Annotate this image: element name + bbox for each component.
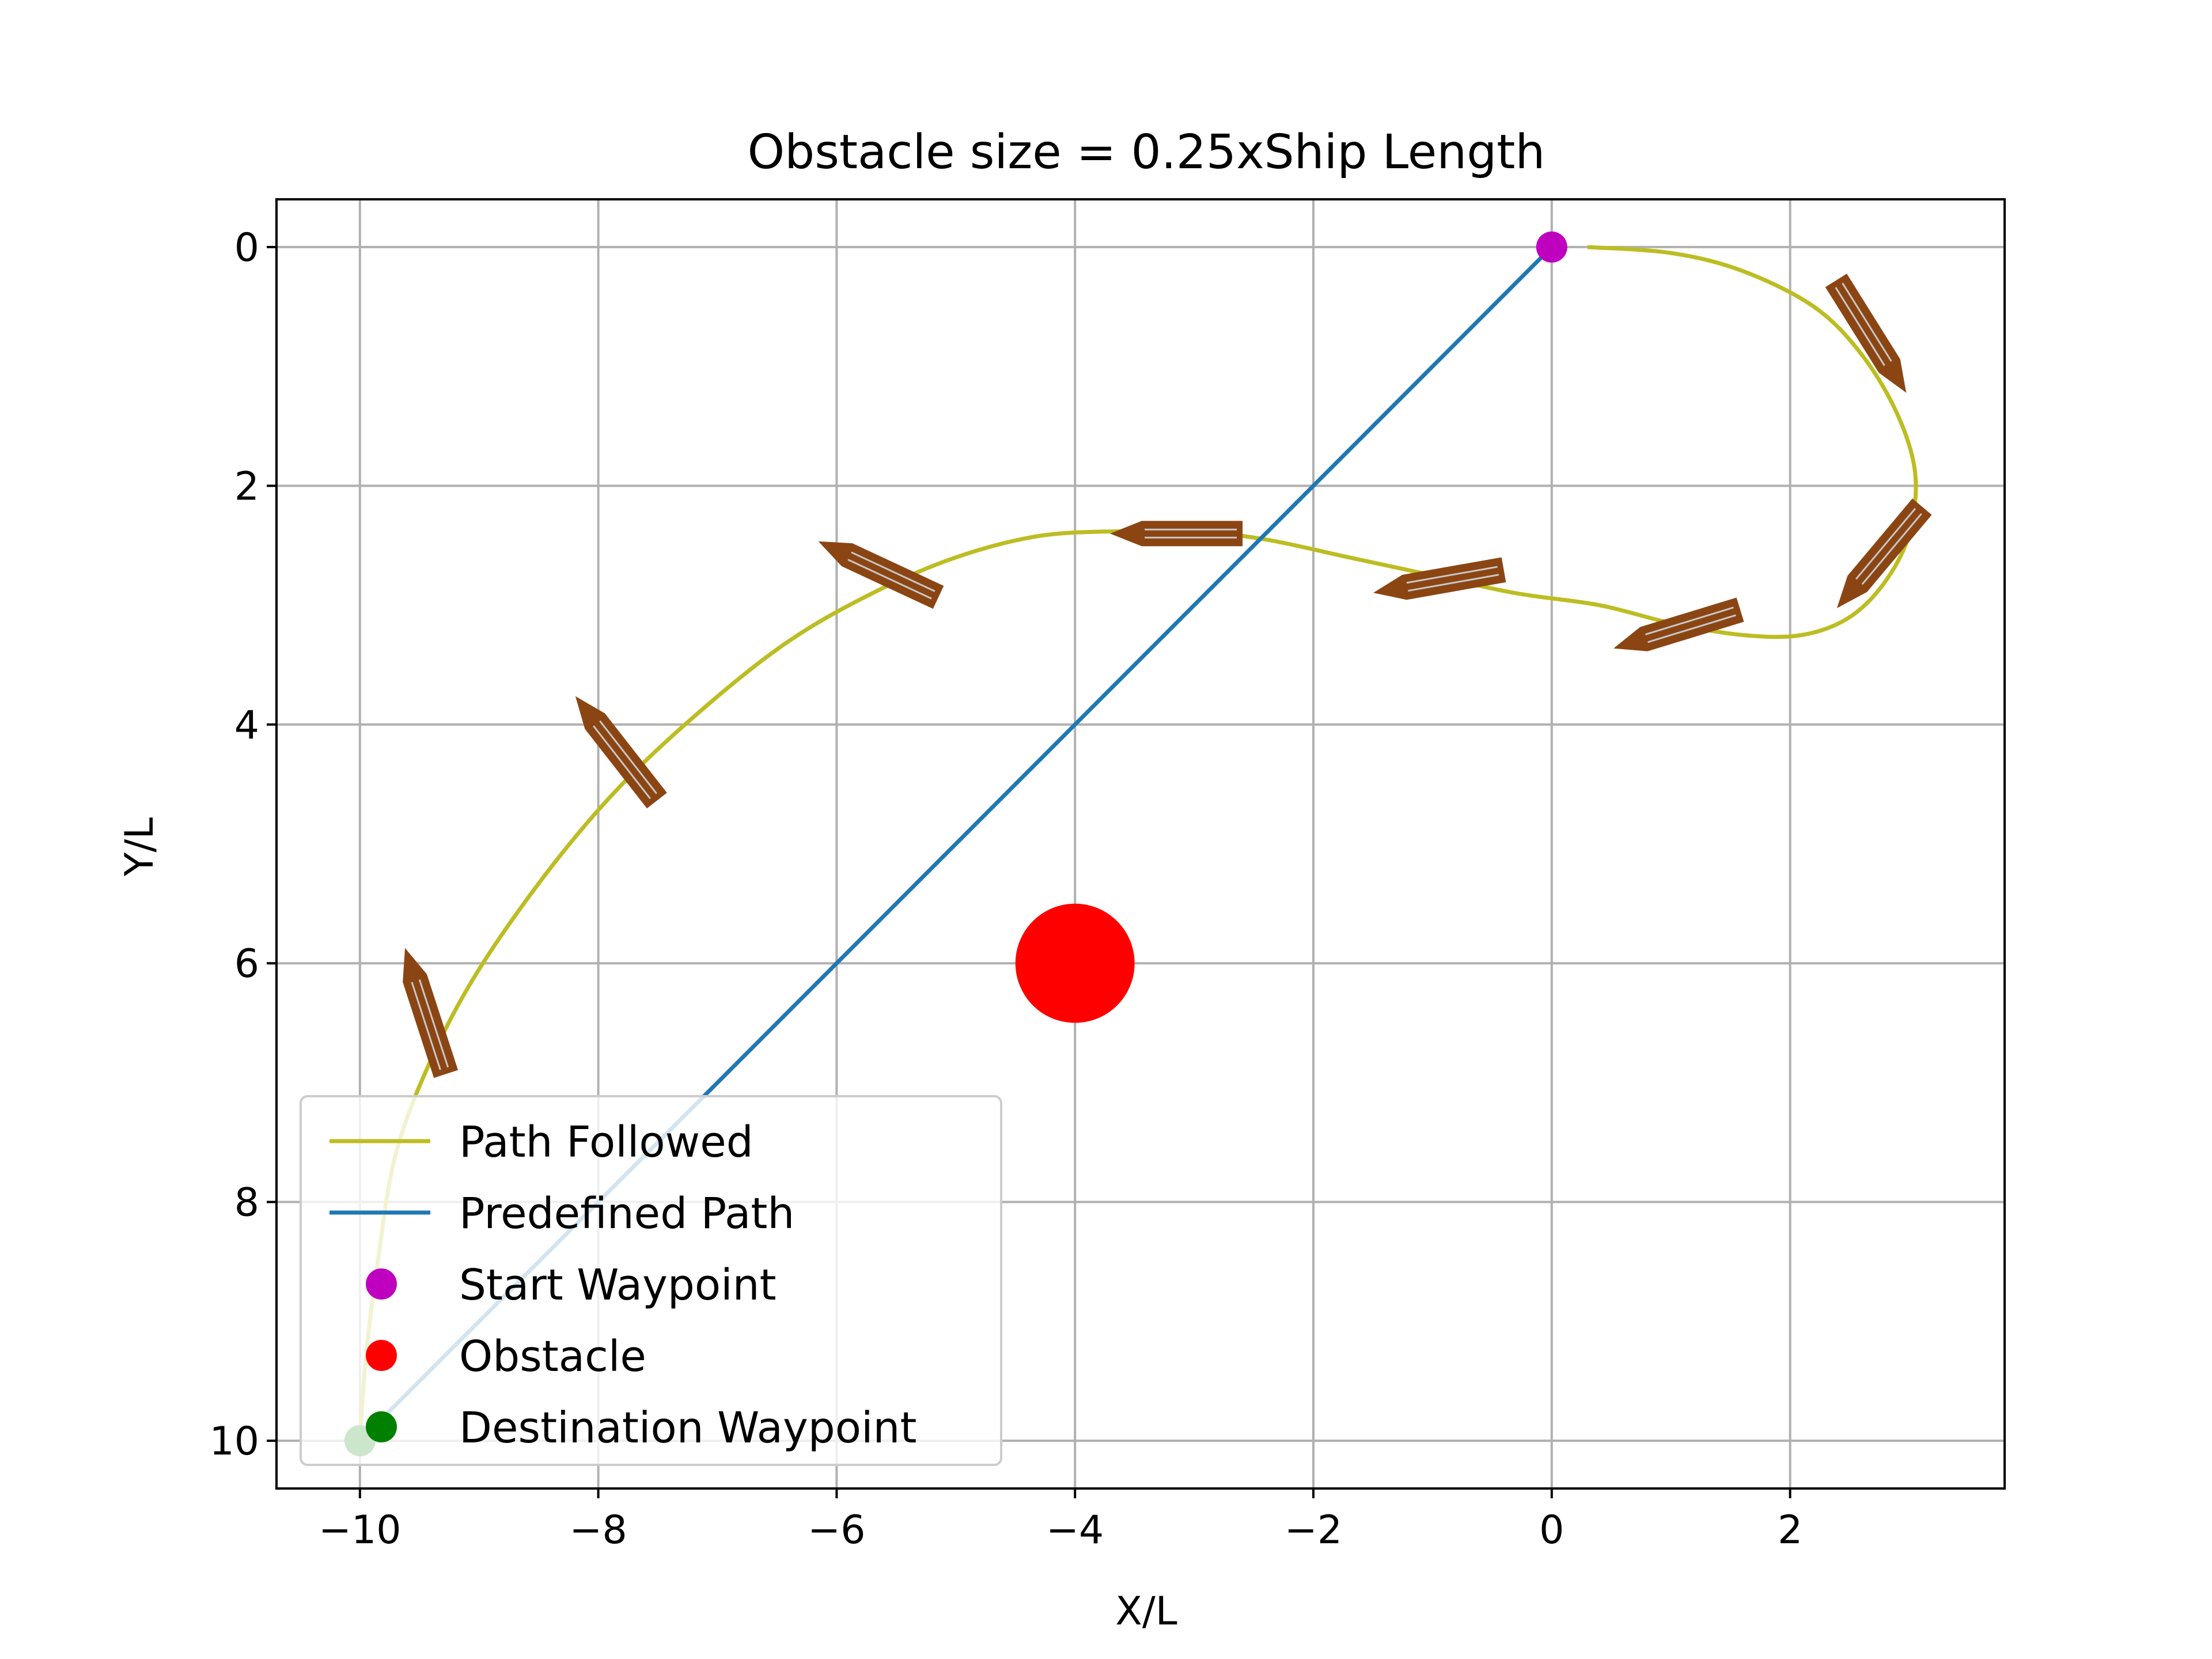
ship-deck-line: [1406, 566, 1498, 584]
ship-deck-line: [1835, 287, 1885, 366]
legend-label: Predefined Path: [459, 1189, 794, 1238]
x-tick-label: −10: [319, 1508, 402, 1553]
legend: Path Followed Predefined Path Start Waypoi…: [300, 1095, 1002, 1466]
ship-marker: [1825, 274, 1907, 393]
ship-marker: [1836, 498, 1932, 608]
legend-marker-handle: [366, 1411, 397, 1442]
ship-deck-line: [1861, 513, 1922, 585]
y-tick-label: 10: [209, 1419, 259, 1464]
ship-hull: [1110, 521, 1243, 547]
ship-hull: [575, 696, 667, 809]
grid: [276, 199, 2005, 1488]
x-tick-label: 2: [1778, 1508, 1802, 1553]
ship-hull: [1836, 498, 1932, 608]
legend-label: Start Waypoint: [459, 1260, 777, 1310]
ticks: −10 −8 −6 −4 −2 0 2 0 2 4 6 8 10: [209, 225, 1802, 1553]
ship-deck-line: [418, 979, 449, 1068]
y-tick-label: 2: [234, 464, 259, 509]
ship-deck-line: [1645, 607, 1734, 635]
y-axis-label: Y/L: [117, 817, 162, 877]
ship-deck-line: [599, 720, 657, 794]
ship-marker: [1613, 597, 1744, 652]
y-tick-label: 6: [234, 941, 259, 987]
x-tick-label: −6: [808, 1508, 865, 1553]
y-tick-label: 8: [234, 1180, 259, 1226]
path-followed-line: [358, 245, 1918, 1441]
x-tick-label: −2: [1285, 1508, 1342, 1553]
ship-marker: [1110, 521, 1243, 547]
legend-marker-handle: [366, 1340, 397, 1371]
start-waypoint-marker: [1536, 231, 1567, 263]
ship-deck-line: [851, 551, 935, 592]
ship-deck-line: [1647, 614, 1736, 643]
x-tick-label: −8: [569, 1508, 627, 1553]
x-axis-label: X/L: [1115, 1589, 1177, 1634]
ship-deck-line: [1408, 574, 1499, 592]
plot-frame: [275, 198, 2006, 1490]
x-tick-label: −4: [1046, 1508, 1104, 1553]
legend-label: Destination Waypoint: [459, 1403, 916, 1453]
y-tick-label: 4: [234, 703, 259, 748]
legend-label: Obstacle: [459, 1332, 646, 1381]
legend-marker-handle: [366, 1268, 397, 1300]
plot-content: [344, 231, 1932, 1457]
ship-marker: [818, 541, 944, 609]
ship-hull: [1373, 557, 1506, 600]
ship-marker: [403, 948, 459, 1078]
legend-label: Path Followed: [459, 1118, 753, 1167]
legend-box: [300, 1095, 1002, 1466]
ship-deck-line: [847, 559, 932, 600]
obstacle-marker: [1015, 903, 1135, 1023]
chart-title: Obstacle size = 0.25xShip Length: [748, 125, 1546, 180]
x-tick-label: 0: [1539, 1508, 1564, 1553]
ship-deck-line: [411, 982, 441, 1070]
ship-deck-line: [1842, 282, 1892, 362]
y-tick-label: 0: [234, 225, 259, 271]
ship-deck-line: [1855, 507, 1916, 580]
ship-marker: [575, 696, 667, 809]
ship-marker: [1373, 557, 1506, 600]
ship-deck-line: [593, 725, 651, 800]
